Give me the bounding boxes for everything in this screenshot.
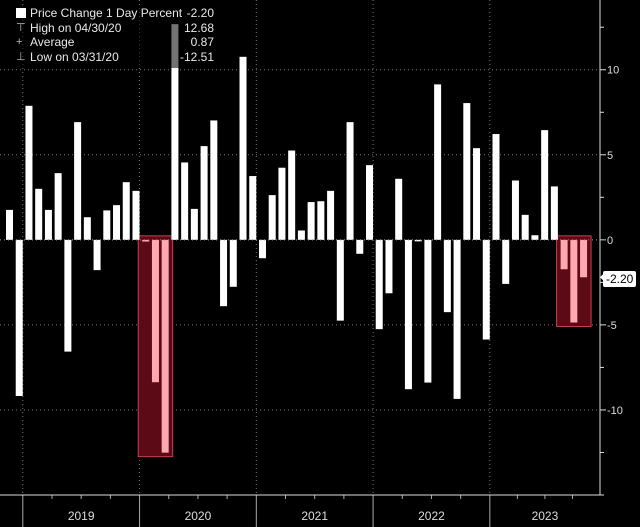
bar <box>356 239 364 254</box>
average-marker-icon: + <box>16 36 23 48</box>
bar <box>502 239 510 284</box>
legend-average-label: Average <box>30 35 75 49</box>
bar <box>297 230 305 240</box>
bar <box>6 209 13 240</box>
bar <box>531 235 539 240</box>
bar <box>375 239 383 330</box>
bar <box>317 201 325 240</box>
bar <box>307 202 315 240</box>
bar <box>560 239 568 270</box>
bar <box>443 239 451 313</box>
bar <box>74 122 82 240</box>
bar <box>229 239 237 287</box>
bar <box>336 239 344 321</box>
bar <box>414 239 422 242</box>
bar <box>424 239 432 383</box>
bar <box>93 239 101 271</box>
series-swatch-icon <box>16 8 26 18</box>
bar <box>35 188 43 240</box>
bar <box>83 217 91 240</box>
low-marker-icon: ⊥ <box>16 50 26 63</box>
bar <box>521 214 529 240</box>
legend: Price Change 1 Day Percent -2.20 ⊤ High on… <box>10 6 218 68</box>
bar <box>161 239 169 453</box>
bar <box>453 239 461 399</box>
legend-low-label: Low on 03/31/20 <box>30 49 119 64</box>
last-value-label: -2.20 <box>603 271 637 287</box>
bar <box>171 24 179 240</box>
bar <box>258 239 266 259</box>
bar <box>268 195 276 240</box>
bar <box>346 122 354 240</box>
bar <box>122 182 130 240</box>
bar <box>278 167 286 240</box>
x-tick-label: 2022 <box>418 509 445 523</box>
bar <box>210 120 218 240</box>
legend-high: ⊤ High on 04/30/20 12.68 <box>10 21 218 36</box>
x-tick-label: 2019 <box>68 509 95 523</box>
legend-series-value: -2.20 <box>186 6 214 20</box>
bar <box>541 130 549 240</box>
bar <box>239 56 247 240</box>
legend-average: + Average 0.87 <box>10 35 218 50</box>
bar <box>142 239 150 242</box>
bar <box>482 239 490 340</box>
bar <box>103 210 111 240</box>
y-tick-label: 5 <box>607 150 613 162</box>
bar <box>190 208 198 240</box>
bar <box>473 148 481 240</box>
bar <box>327 190 335 240</box>
legend-high-value: 12.68 <box>183 20 214 35</box>
bar <box>511 180 519 240</box>
x-tick-label: 2020 <box>185 509 212 523</box>
bar <box>395 178 403 240</box>
y-tick-label: -5 <box>607 320 617 332</box>
bar <box>385 239 393 294</box>
bar <box>580 239 588 278</box>
legend-series-label: Price Change 1 Day Percent <box>30 6 183 20</box>
bar <box>200 146 208 240</box>
bar <box>25 105 33 240</box>
bar <box>404 239 412 390</box>
bar <box>220 239 228 307</box>
bar <box>492 134 500 240</box>
bar <box>249 176 257 240</box>
legend-series: Price Change 1 Day Percent -2.20 <box>10 6 218 21</box>
legend-high-label: High on 04/30/20 <box>30 20 122 35</box>
bar <box>132 190 140 240</box>
high-marker-icon: ⊤ <box>16 21 26 34</box>
x-tick-label: 2023 <box>532 509 559 523</box>
bar <box>15 239 23 396</box>
bar <box>434 84 442 240</box>
bar <box>54 173 62 240</box>
x-tick-label: 2021 <box>301 509 328 523</box>
bar <box>151 239 159 383</box>
bar <box>288 150 296 240</box>
y-tick-label: -10 <box>607 405 623 417</box>
y-tick-label: 0 <box>607 235 613 247</box>
y-tick-label: 10 <box>607 65 619 77</box>
bar <box>181 162 189 240</box>
bar <box>550 186 558 240</box>
bar <box>366 165 374 240</box>
bar <box>463 103 471 240</box>
bar <box>44 209 52 240</box>
bar <box>64 239 72 352</box>
bar <box>113 205 121 240</box>
legend-average-value: 0.87 <box>190 35 214 49</box>
legend-low-value: -12.51 <box>179 49 214 64</box>
bar <box>570 239 578 323</box>
legend-low: ⊥ Low on 03/31/20 -12.51 <box>10 50 218 65</box>
